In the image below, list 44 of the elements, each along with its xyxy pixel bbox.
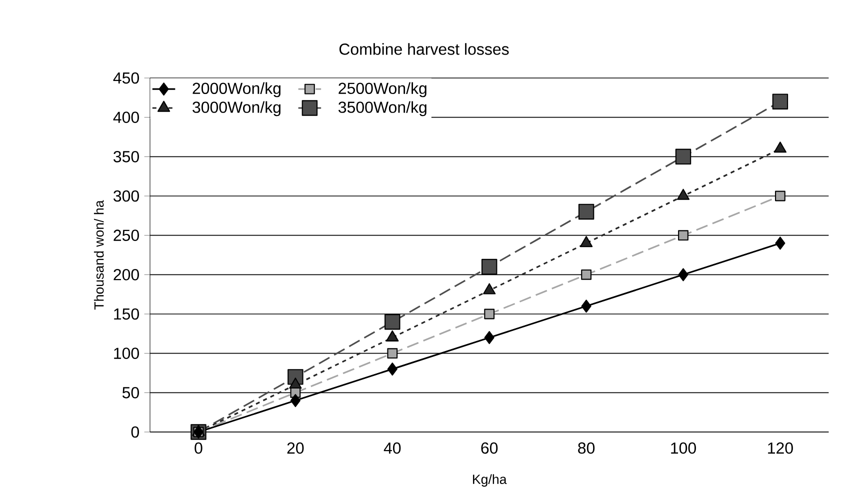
y-tick-label: 400 bbox=[113, 112, 139, 123]
legend-label: 3500Won/kg bbox=[338, 101, 426, 116]
point bbox=[481, 258, 498, 275]
point bbox=[578, 204, 594, 220]
x-tick-label: 60 bbox=[481, 442, 498, 454]
point bbox=[774, 142, 787, 153]
point bbox=[581, 269, 592, 280]
y-tick-label: 250 bbox=[114, 230, 139, 241]
x-axis-title: Kg/ha bbox=[473, 474, 507, 487]
point bbox=[387, 348, 398, 359]
x-tick-label: 40 bbox=[384, 442, 401, 454]
point bbox=[675, 148, 692, 165]
point bbox=[484, 331, 494, 344]
y-tick-label: 150 bbox=[114, 308, 139, 320]
y-tick-label: 50 bbox=[122, 387, 139, 398]
x-tick-label: 120 bbox=[768, 442, 793, 454]
y-tick-label: 100 bbox=[114, 348, 139, 359]
point bbox=[678, 268, 688, 282]
point bbox=[580, 236, 593, 248]
y-axis-title: Thousand won/ ha bbox=[94, 200, 104, 310]
legend-label: 2000Won/kg bbox=[192, 82, 280, 98]
y-tick-label: 450 bbox=[113, 72, 139, 84]
point bbox=[775, 236, 786, 250]
legend-label: 2500Won/kg bbox=[338, 82, 426, 98]
point bbox=[676, 188, 690, 200]
point bbox=[484, 308, 495, 320]
point bbox=[384, 314, 400, 330]
legend-label: 3000Won/kg bbox=[192, 101, 280, 116]
point bbox=[678, 230, 688, 241]
x-tick-label: 0 bbox=[194, 442, 202, 454]
x-tick-label: 80 bbox=[578, 442, 595, 454]
x-tick-label: 20 bbox=[287, 442, 304, 454]
x-tick-label: 100 bbox=[671, 442, 696, 454]
y-tick-label: 300 bbox=[114, 190, 139, 202]
point bbox=[775, 190, 786, 202]
chart-title: Combine harvest losses bbox=[339, 43, 509, 55]
point bbox=[387, 362, 398, 376]
point bbox=[581, 300, 592, 313]
point bbox=[772, 94, 788, 110]
y-tick-label: 200 bbox=[114, 269, 139, 280]
point bbox=[290, 394, 300, 408]
point bbox=[483, 283, 496, 294]
y-tick-label: 0 bbox=[131, 426, 139, 438]
y-tick-label: 350 bbox=[114, 151, 139, 162]
